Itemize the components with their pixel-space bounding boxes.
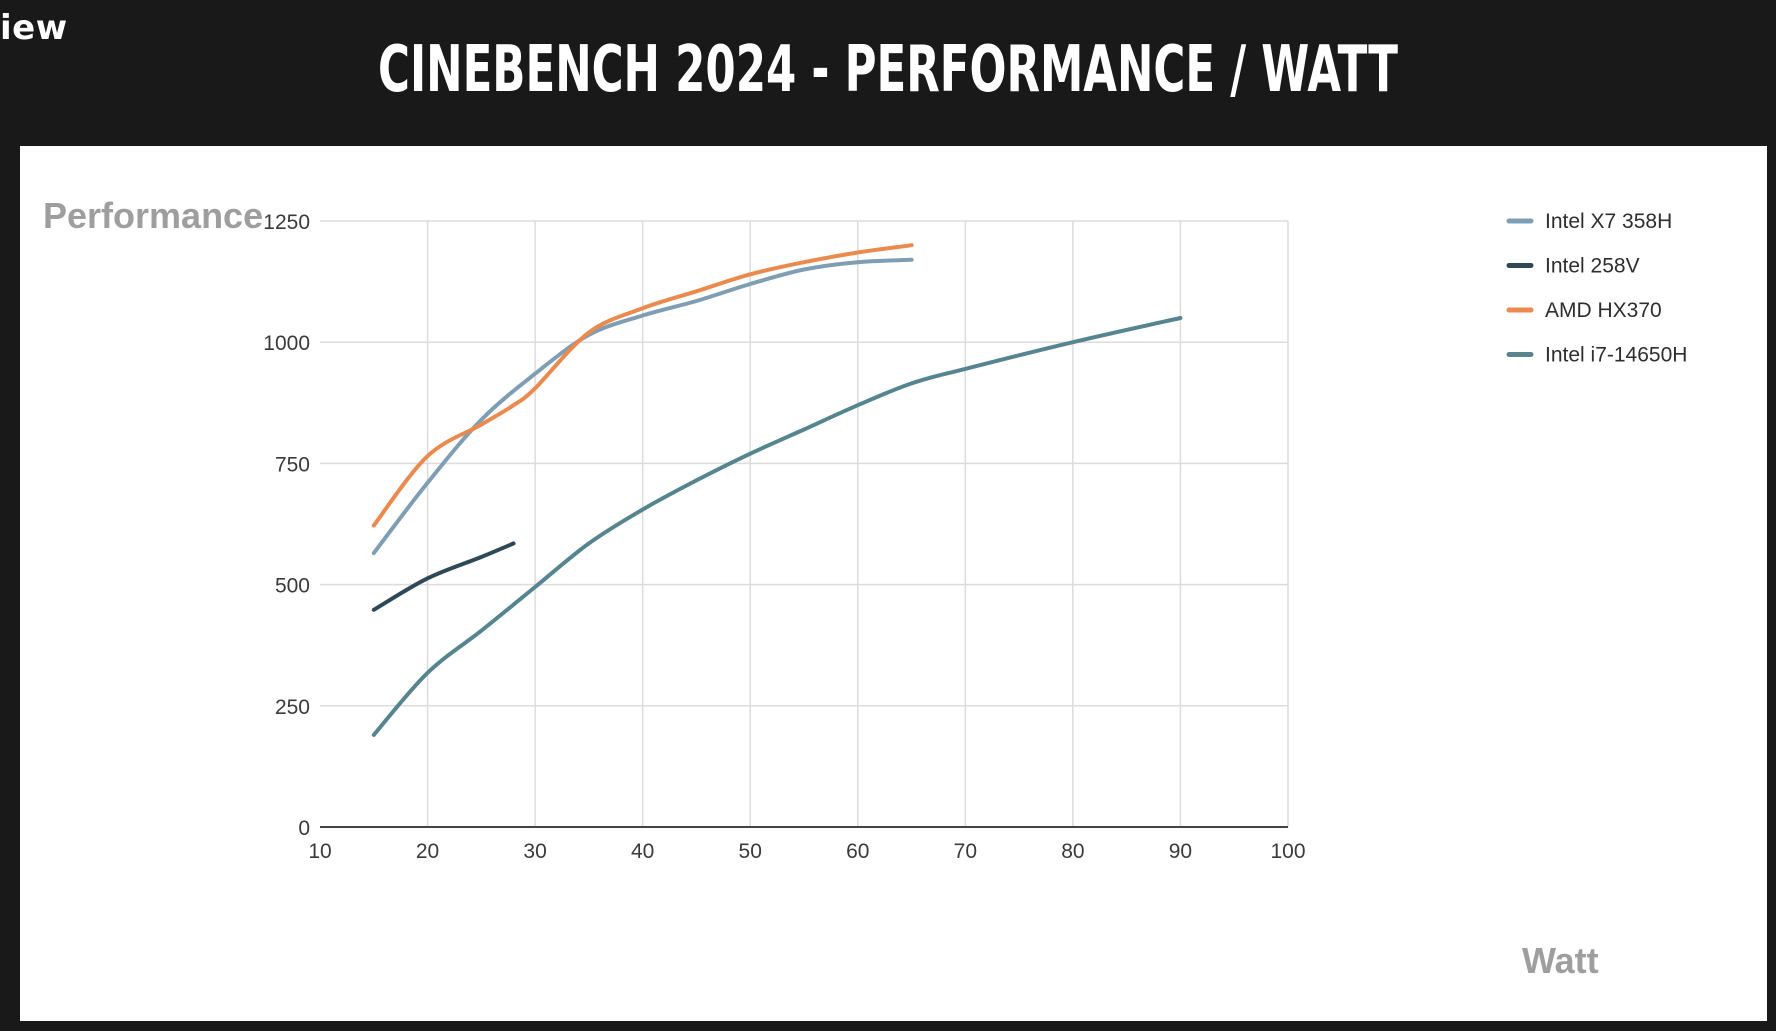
x-tick-label: 70: [954, 840, 977, 863]
slide-title: CINEBENCH 2024 - PERFORMANCE / WATT: [378, 33, 1398, 107]
x-tick-label: 90: [1169, 840, 1192, 863]
series-line-intel-258v: [371, 541, 516, 612]
legend-label: Intel i7-14650H: [1545, 344, 1687, 367]
x-axis-title: Watt: [1522, 940, 1599, 981]
y-tick-label: 500: [275, 575, 310, 598]
legend-label: Intel 258V: [1545, 255, 1640, 278]
y-tick-label: 250: [275, 696, 310, 719]
x-tick-label: 30: [523, 840, 546, 863]
series-line-intel-x7-358h: [371, 257, 914, 556]
y-tick-label: 0: [298, 817, 310, 840]
legend-label: AMD HX370: [1545, 299, 1662, 322]
y-tick-label: 750: [275, 453, 310, 476]
series-line-intel-i7-14650h: [371, 316, 1183, 737]
y-tick-label: 1000: [263, 332, 310, 355]
y-axis-title: Performance: [43, 195, 263, 236]
y-tick-label: 1250: [263, 211, 310, 234]
series-line-amd-hx370: [371, 243, 914, 528]
corner-text: iew: [0, 8, 68, 48]
legend: Intel X7 358H Intel 258V AMD HX370 Intel i7…: [1506, 210, 1687, 367]
series-lines: [371, 243, 1183, 737]
x-tick-label: 40: [631, 840, 654, 863]
x-tick-label: 100: [1270, 840, 1305, 863]
chart-card: 10 20 30 40 50 60 70 80 90 100 0 250 500 750 1000 1250 …: [20, 146, 1767, 1021]
legend-label: Intel X7 358H: [1545, 210, 1672, 233]
grid: [320, 220, 1289, 827]
x-tick-label: 80: [1061, 840, 1084, 863]
x-tick-label: 10: [308, 840, 331, 863]
x-tick-label: 50: [739, 840, 762, 863]
line-chart: 10 20 30 40 50 60 70 80 90 100025050075010001250 …: [43, 195, 1687, 981]
x-tick-label: 20: [416, 840, 439, 863]
x-tick-label: 60: [846, 840, 869, 863]
